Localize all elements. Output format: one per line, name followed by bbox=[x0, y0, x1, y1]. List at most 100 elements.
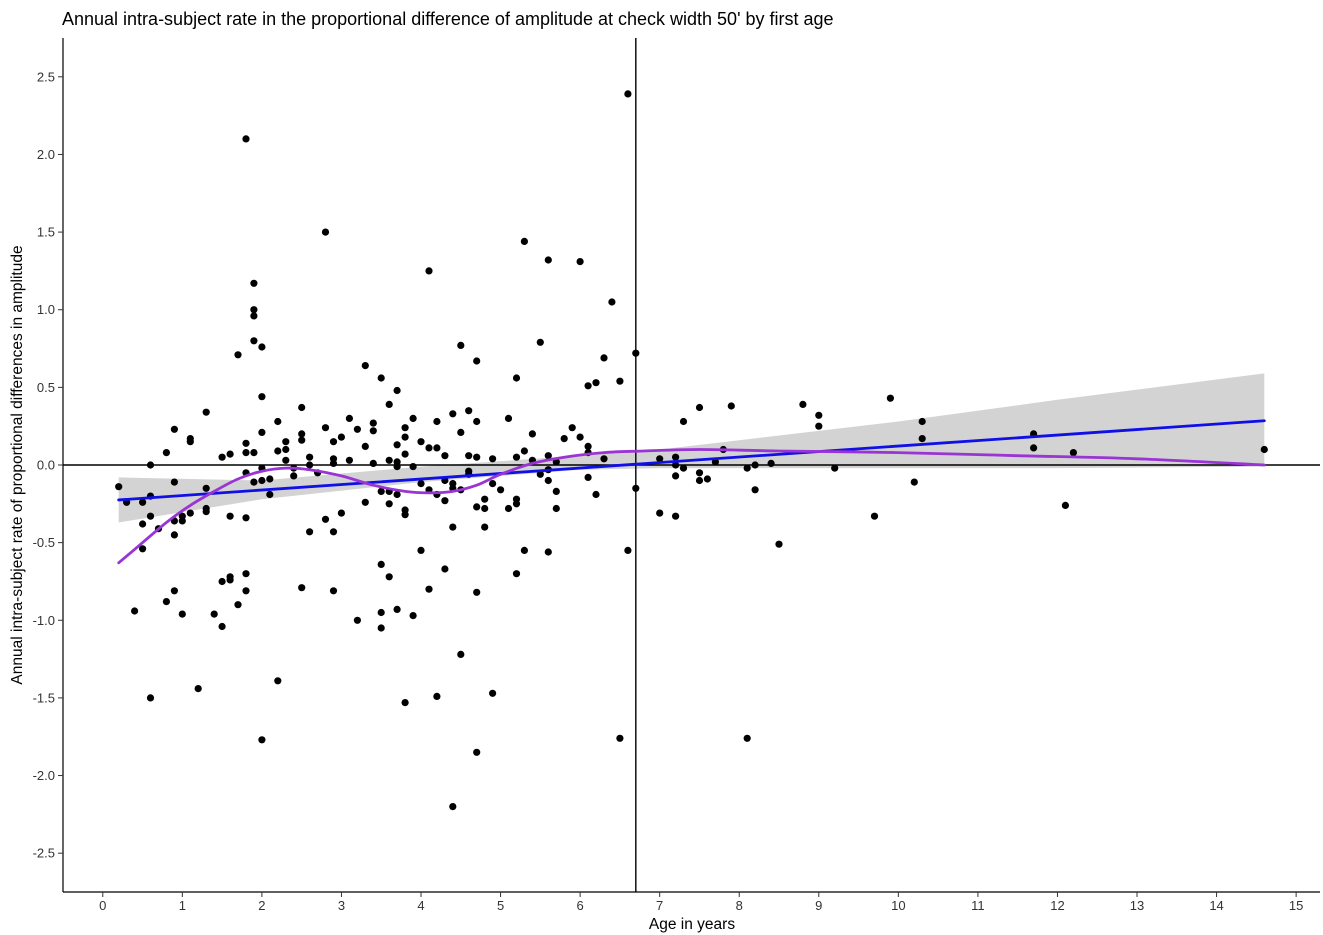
data-point bbox=[162, 598, 170, 606]
data-point bbox=[918, 417, 926, 426]
y-tick-label: -2.0 bbox=[33, 768, 55, 783]
data-point bbox=[679, 464, 688, 472]
data-point bbox=[337, 509, 345, 517]
data-point bbox=[1260, 445, 1268, 454]
data-point bbox=[409, 612, 417, 620]
data-point bbox=[242, 449, 250, 457]
data-point bbox=[329, 528, 338, 536]
data-point bbox=[457, 341, 465, 349]
data-point bbox=[815, 411, 823, 419]
data-point bbox=[234, 601, 242, 609]
data-point bbox=[417, 546, 425, 555]
data-point bbox=[457, 428, 465, 436]
data-point bbox=[504, 414, 513, 422]
x-tick-label: 12 bbox=[1050, 898, 1064, 913]
y-tick-label: 0.0 bbox=[37, 458, 55, 473]
data-point bbox=[831, 464, 839, 472]
data-point bbox=[560, 435, 568, 443]
data-point bbox=[202, 484, 210, 492]
data-point bbox=[298, 436, 306, 444]
data-point bbox=[274, 447, 282, 455]
data-point bbox=[186, 438, 194, 446]
data-point bbox=[465, 407, 473, 415]
data-point bbox=[584, 473, 592, 481]
data-point bbox=[226, 576, 234, 584]
data-point bbox=[250, 337, 258, 345]
y-tick-label: 2.5 bbox=[37, 69, 55, 84]
data-point bbox=[1069, 449, 1077, 457]
data-point bbox=[616, 377, 624, 385]
y-tick-label: 1.5 bbox=[37, 225, 55, 240]
data-point bbox=[385, 400, 393, 408]
data-point bbox=[290, 472, 298, 480]
data-point bbox=[258, 393, 266, 401]
data-point bbox=[401, 699, 409, 707]
data-point bbox=[377, 624, 385, 632]
data-point bbox=[473, 417, 481, 426]
data-point bbox=[886, 394, 895, 402]
data-point bbox=[353, 425, 361, 433]
y-tick-label: 2.0 bbox=[37, 147, 55, 162]
data-point bbox=[306, 461, 314, 469]
data-point bbox=[918, 435, 926, 443]
data-point bbox=[385, 573, 393, 581]
data-point bbox=[361, 442, 369, 450]
data-point bbox=[306, 528, 314, 536]
data-point bbox=[481, 523, 489, 531]
y-axis-title: Annual intra-subject rate of proportiona… bbox=[9, 245, 26, 684]
data-point bbox=[425, 267, 433, 275]
confidence-band bbox=[118, 373, 1265, 523]
y-tick-label: -2.5 bbox=[33, 846, 55, 861]
data-point bbox=[473, 503, 481, 511]
data-point bbox=[266, 490, 274, 499]
data-point bbox=[473, 453, 481, 461]
data-point bbox=[321, 228, 330, 236]
data-point bbox=[361, 362, 369, 370]
data-point bbox=[258, 343, 266, 351]
data-point bbox=[146, 694, 155, 702]
data-point bbox=[568, 424, 576, 432]
data-point bbox=[815, 422, 823, 430]
data-point bbox=[679, 417, 688, 426]
chart-title: Annual intra-subject rate in the proport… bbox=[62, 9, 834, 29]
data-point bbox=[449, 803, 457, 811]
x-axis-title: Age in years bbox=[649, 916, 735, 933]
data-point bbox=[393, 386, 401, 395]
data-point bbox=[170, 587, 178, 595]
data-point bbox=[274, 677, 282, 685]
data-point bbox=[600, 455, 608, 463]
data-point bbox=[250, 306, 258, 314]
data-point bbox=[457, 650, 465, 659]
data-point bbox=[473, 357, 481, 365]
data-point bbox=[489, 689, 497, 697]
data-point bbox=[592, 379, 600, 387]
data-point bbox=[1030, 444, 1038, 452]
data-point bbox=[377, 608, 385, 617]
data-point bbox=[520, 546, 529, 555]
data-point bbox=[218, 577, 226, 586]
data-point bbox=[465, 452, 473, 460]
data-point bbox=[345, 456, 353, 464]
data-point bbox=[743, 464, 751, 472]
data-point bbox=[178, 610, 186, 618]
data-point bbox=[409, 414, 417, 422]
data-point bbox=[139, 545, 147, 553]
y-tick-label: 0.5 bbox=[37, 380, 55, 395]
y-tick-label: 1.0 bbox=[37, 302, 55, 317]
data-point bbox=[473, 588, 481, 596]
data-point bbox=[520, 447, 529, 455]
data-point bbox=[393, 605, 401, 614]
data-point bbox=[258, 428, 266, 436]
data-point bbox=[321, 424, 330, 432]
x-tick-label: 13 bbox=[1130, 898, 1144, 913]
data-point bbox=[218, 453, 226, 461]
data-point bbox=[870, 512, 879, 520]
data-point bbox=[401, 424, 409, 432]
data-point bbox=[417, 438, 425, 446]
data-point bbox=[393, 441, 401, 449]
data-point bbox=[202, 408, 210, 416]
data-point bbox=[672, 453, 680, 461]
data-point bbox=[361, 498, 369, 506]
data-point bbox=[433, 692, 441, 701]
data-point bbox=[139, 498, 147, 506]
